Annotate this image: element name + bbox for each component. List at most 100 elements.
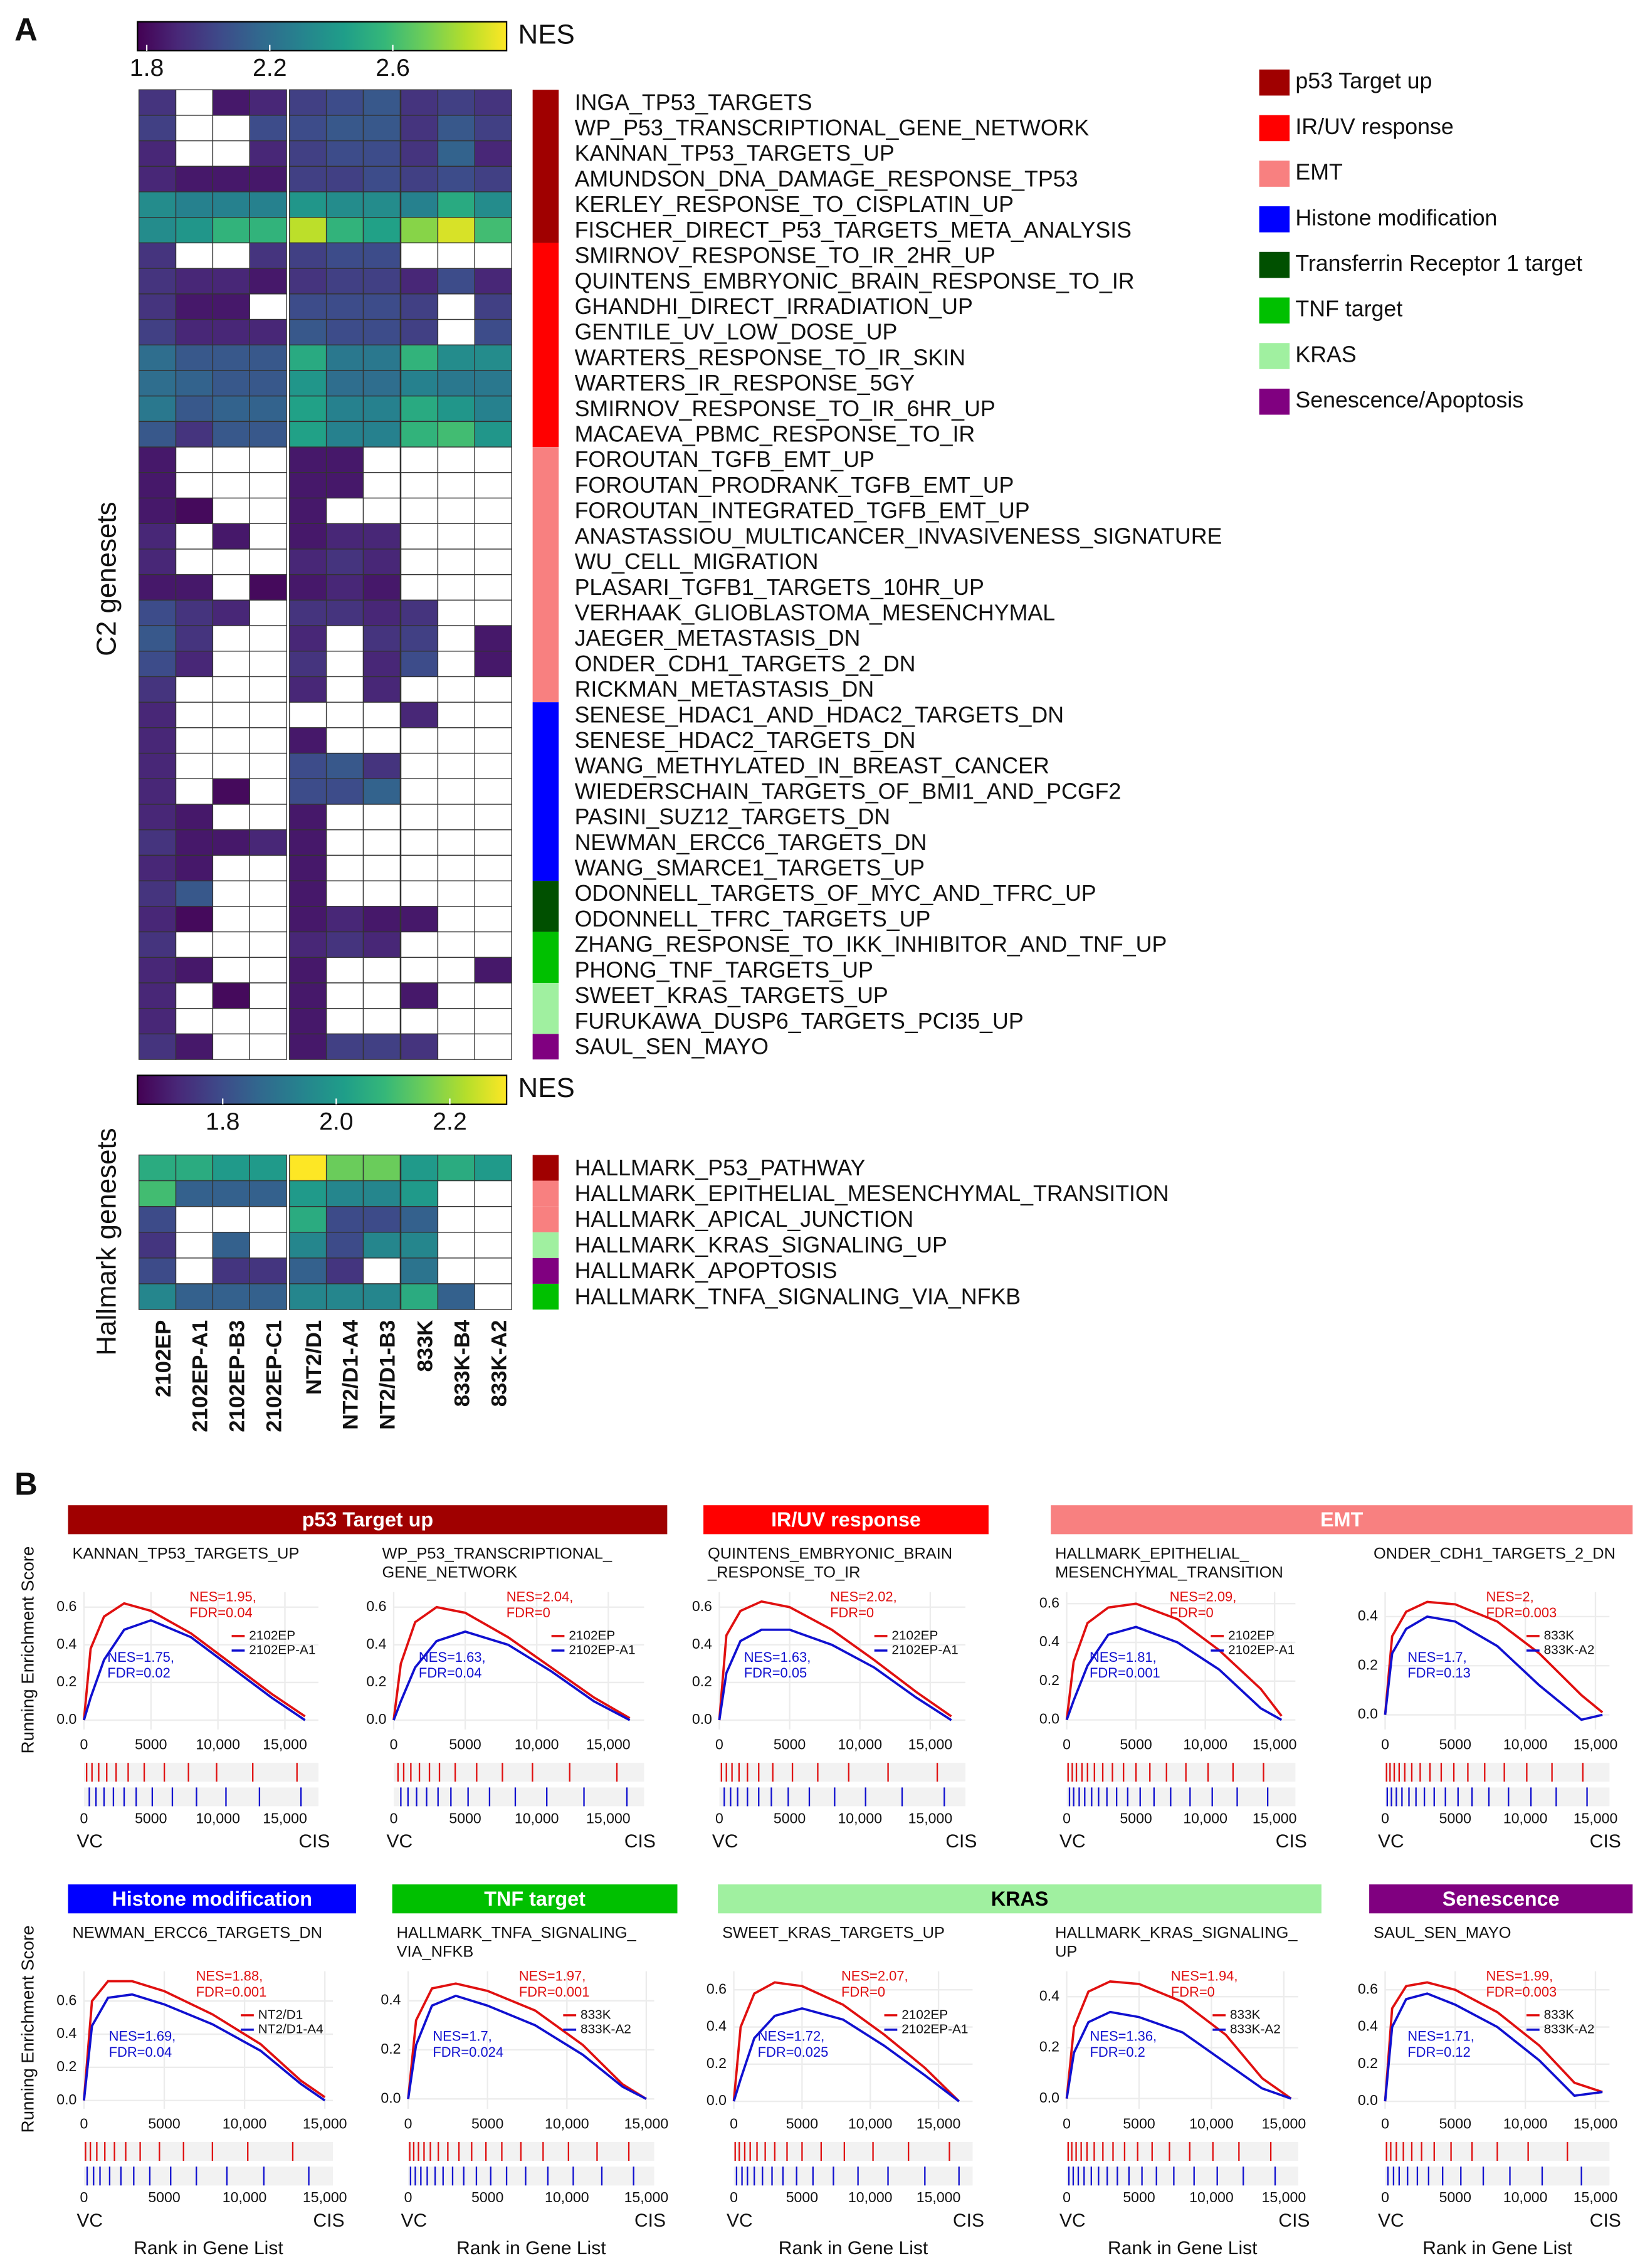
heatmap-cell <box>289 446 327 473</box>
heatmap-cell <box>474 268 512 295</box>
plot-title: NEWMAN_ERCC6_TARGETS_DN <box>72 1924 322 1941</box>
heatmap-cell <box>249 1180 287 1207</box>
heatmap-cell <box>212 268 250 295</box>
heatmap-cell <box>138 701 177 728</box>
heatmap-cell <box>289 982 327 1009</box>
x-tick-label: 5000 <box>1120 1810 1152 1826</box>
column-label: 833K <box>414 1320 438 1372</box>
heatmap-cell <box>249 752 287 780</box>
heatmap-cell <box>249 217 287 244</box>
heatmap-cell <box>289 89 327 116</box>
heatmap-cell <box>325 191 364 218</box>
plot-title: HALLMARK_KRAS_SIGNALING_ <box>1055 1924 1298 1941</box>
x-axis-title: Rank in Gene List <box>1108 2238 1258 2259</box>
row-label: SMIRNOV_RESPONSE_TO_IR_2HR_UP <box>575 243 996 268</box>
heatmap-cell <box>437 752 475 780</box>
heatmap-cell <box>212 752 250 780</box>
heatmap-cell <box>474 804 512 831</box>
heatmap-cell <box>400 1180 439 1207</box>
heatmap-cell <box>437 446 475 473</box>
heatmap-cell <box>474 344 512 371</box>
heatmap-cell <box>212 778 250 805</box>
legend-label: Senescence/Apoptosis <box>1295 387 1523 412</box>
heatmap-cell <box>212 89 250 116</box>
heatmap-cell <box>437 89 475 116</box>
heatmap-cell <box>289 574 327 601</box>
plot-title: QUINTENS_EMBRYONIC_BRAIN <box>708 1545 952 1562</box>
group-color-bar <box>532 1180 559 1207</box>
x-tick-label: 0 <box>1063 2189 1071 2205</box>
enrichment-curve <box>732 2007 960 2103</box>
legend-swatch <box>1259 206 1290 233</box>
heatmap-cell <box>289 165 327 192</box>
heatmap-cell <box>212 549 250 575</box>
heatmap-cell <box>138 1154 177 1182</box>
heatmap-cell <box>175 625 214 652</box>
x-tick-label: 0 <box>730 2189 738 2205</box>
plot-title: WP_P53_TRANSCRIPTIONAL_ <box>382 1545 613 1562</box>
rug-background <box>1066 2142 1298 2161</box>
plot-title: GENE_NETWORK <box>382 1563 518 1581</box>
x-tick-label: 5000 <box>135 1736 167 1753</box>
row-label: HALLMARK_TNFA_SIGNALING_VIA_NFKB <box>575 1284 1021 1309</box>
legend-label: 2102EP-A1 <box>901 2022 968 2036</box>
heatmap-cell <box>138 752 177 780</box>
heatmap-cell <box>212 854 250 881</box>
heatmap-cell <box>474 625 512 652</box>
x-tick-label: 5000 <box>148 2189 180 2205</box>
heatmap-cell <box>400 165 439 192</box>
y-tick-label: 0.0 <box>56 1711 76 1727</box>
heatmap-cell <box>325 829 364 856</box>
group-banner-label: Histone modification <box>112 1887 312 1910</box>
row-label: ODONNELL_TFRC_TARGETS_UP <box>575 906 931 932</box>
heatmap-cell <box>474 1257 512 1284</box>
heatmap-cell <box>212 497 250 524</box>
heatmap-cell <box>362 651 401 678</box>
group-banner-label: KRAS <box>991 1887 1049 1910</box>
legend-swatch <box>1259 160 1290 187</box>
enrichment-curve <box>392 1630 631 1721</box>
rug-background <box>393 1763 644 1782</box>
nes-annotation: FDR=0.001 <box>196 1984 267 2000</box>
x-start-label: VC <box>76 2210 103 2231</box>
heatmap-cell <box>325 957 364 984</box>
x-tick-label: 0 <box>715 1810 723 1826</box>
heatmap-cell <box>437 829 475 856</box>
row-label: PHONG_TNF_TARGETS_UP <box>575 957 873 982</box>
nes-annotation: NES=2.02, <box>830 1589 897 1605</box>
x-tick-label: 5000 <box>471 2115 503 2131</box>
heatmap-cell <box>325 549 364 575</box>
y-tick-label: 0.6 <box>1039 1594 1059 1610</box>
heatmap-cell <box>325 497 364 524</box>
x-tick-label: 15,000 <box>908 1736 953 1753</box>
heatmap-cell <box>362 1033 401 1060</box>
x-tick-label: 5000 <box>449 1736 481 1753</box>
x-tick-label: 5000 <box>1439 1810 1471 1826</box>
heatmap-cell <box>400 497 439 524</box>
heatmap-cell <box>437 293 475 320</box>
heatmap-cell <box>175 854 214 881</box>
heatmap-cell <box>175 549 214 575</box>
x-end-label: CIS <box>298 1831 330 1852</box>
x-axis-title: Rank in Gene List <box>456 2238 606 2259</box>
y-tick-label: 0.4 <box>692 1635 712 1652</box>
y-tick-label: 0.6 <box>1358 1980 1378 1997</box>
column-label: NT2/D1 <box>302 1320 326 1395</box>
heatmap-cell <box>437 344 475 371</box>
heatmap-cell <box>138 446 177 473</box>
heatmap-cell <box>175 115 214 142</box>
x-tick-label: 15,000 <box>1574 1810 1618 1826</box>
y-tick-label: 0.2 <box>56 2058 76 2074</box>
heatmap-cell <box>212 446 250 473</box>
heatmap-cell <box>289 854 327 881</box>
heatmap-cell <box>289 217 327 244</box>
row-label: QUINTENS_EMBRYONIC_BRAIN_RESPONSE_TO_IR <box>575 268 1135 293</box>
enrichment-curve <box>1065 1625 1283 1721</box>
y-tick-label: 0.4 <box>381 1992 401 2008</box>
x-tick-label: 0 <box>80 2189 88 2205</box>
group-color-bar <box>532 447 559 703</box>
legend-swatch <box>1259 297 1290 324</box>
heatmap-cell <box>138 165 177 192</box>
row-label: WANG_SMARCE1_TARGETS_UP <box>575 856 925 881</box>
column-label: NT2/D1-A4 <box>339 1320 363 1430</box>
